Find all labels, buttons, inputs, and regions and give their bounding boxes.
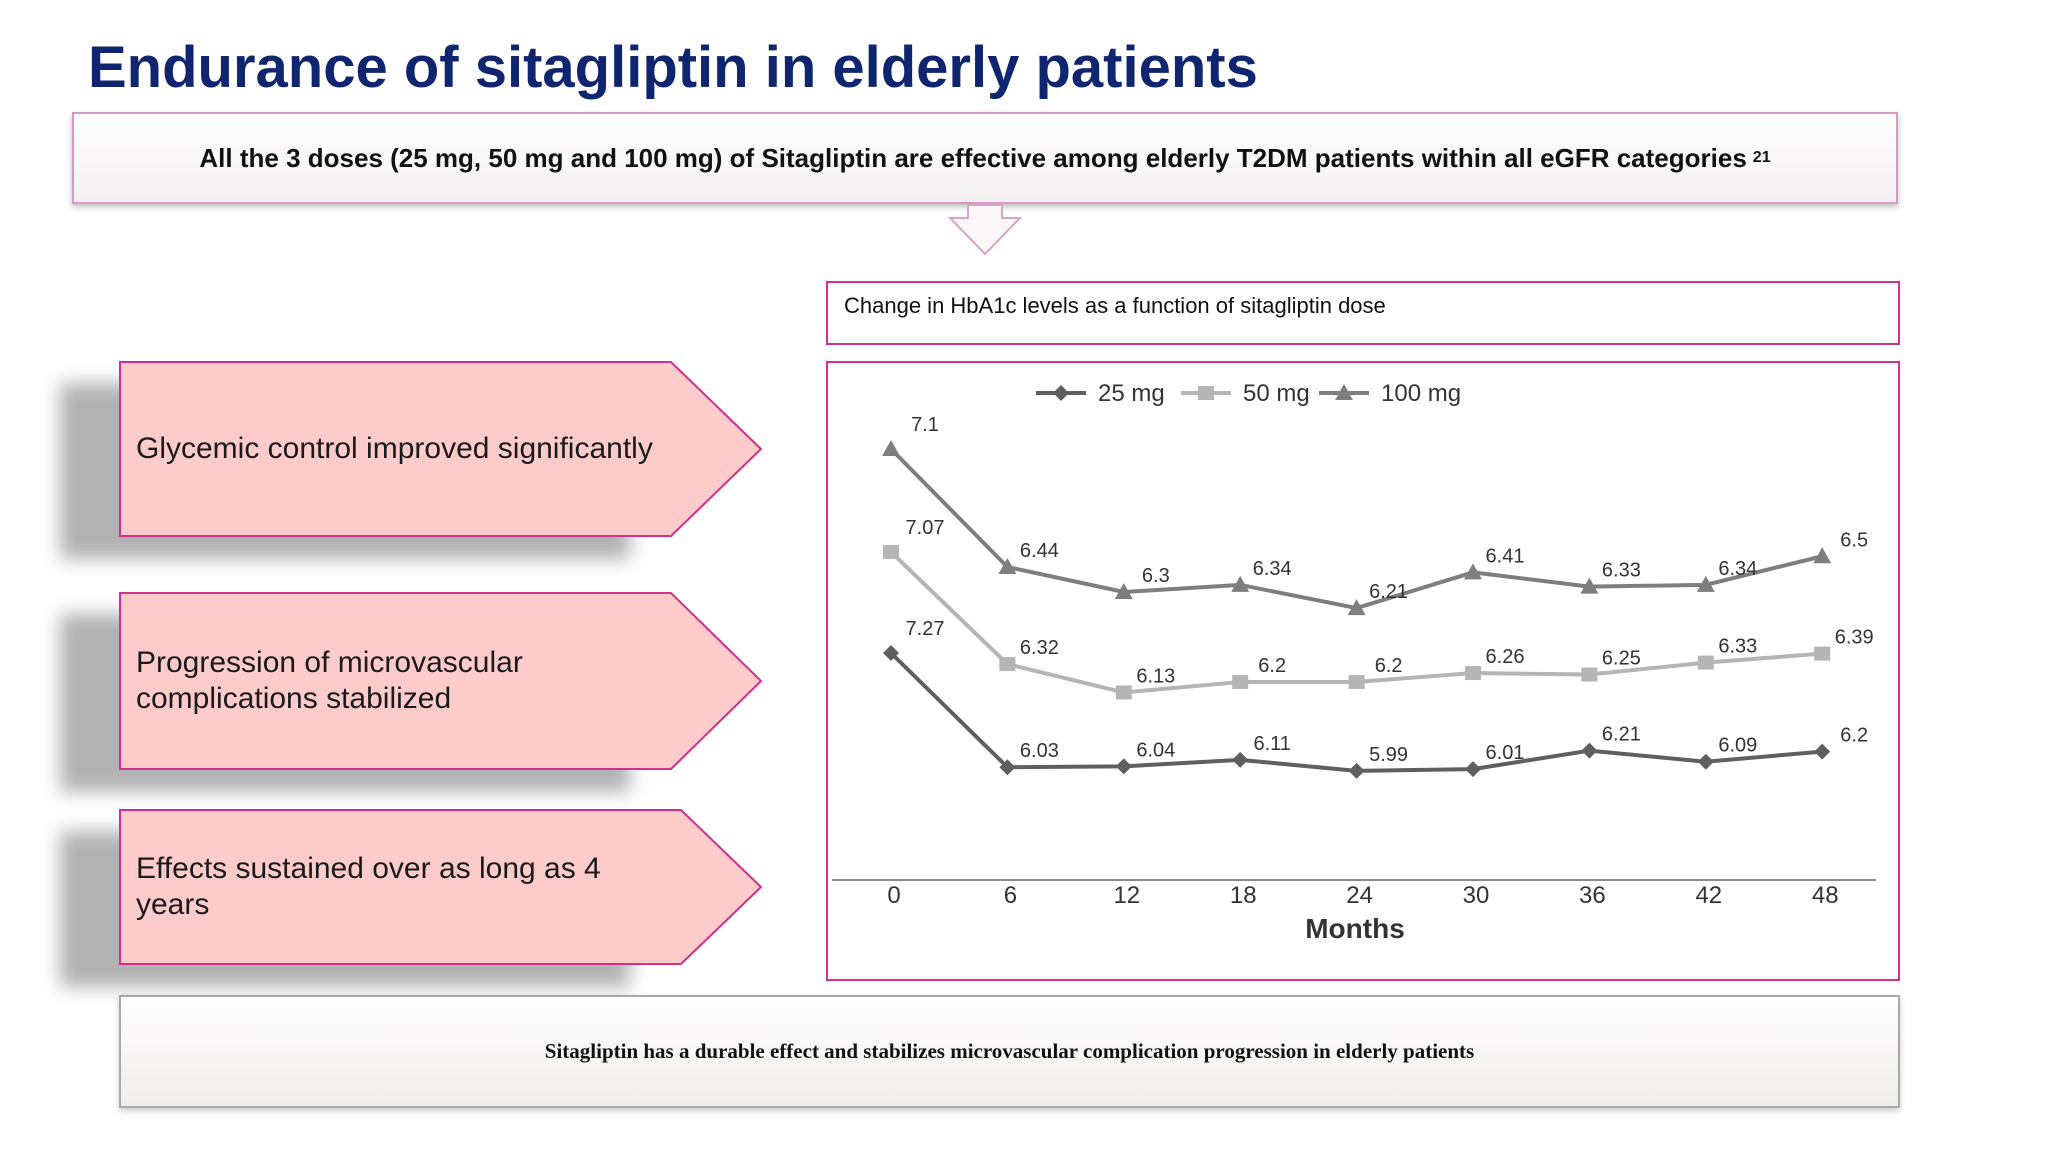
square-marker [883,545,899,559]
data-label: 6.3 [1142,565,1170,587]
diamond-marker [1581,742,1598,759]
key-point-card: Progression of microvascular complicatio… [60,592,778,792]
diamond-marker [1348,762,1365,779]
data-label: 6.03 [1020,740,1059,762]
x-tick-label: 18 [1230,882,1257,909]
data-label: 7.27 [906,618,945,640]
chart-canvas: 0 6 12 18 24 30 36 42 48 Months 7.27 6.03 6.04 6.11 5.… [832,380,1876,944]
data-label: 6.5 [1840,529,1868,551]
triangle-marker [1580,577,1599,594]
data-label: 7.1 [911,414,939,436]
data-label: 6.33 [1718,636,1757,658]
triangle-marker [998,557,1017,574]
diamond-marker [883,645,899,661]
legend-label: 50 mg [1243,380,1310,407]
data-label: 6.09 [1718,735,1757,757]
data-label: 6.13 [1136,665,1175,687]
x-tick-label: 24 [1346,882,1373,909]
triangle-marker [882,440,900,456]
data-label: 6.01 [1486,742,1525,764]
data-label: 6.44 [1020,540,1059,562]
square-marker [1348,675,1365,689]
diamond-marker [999,759,1016,776]
x-tick-label: 36 [1579,882,1606,909]
banner-text: All the 3 doses (25 mg, 50 mg and 100 mg… [199,142,1747,173]
summary-banner: All the 3 doses (25 mg, 50 mg and 100 mg… [72,112,1898,204]
diamond-marker [1053,385,1069,401]
triangle-marker [1464,563,1482,580]
data-label: 7.07 [906,517,945,539]
triangle-marker [1231,575,1250,592]
data-label: 6.04 [1136,739,1175,761]
pentagon-arrow-shape [119,809,763,965]
x-tick-label: 42 [1695,882,1722,909]
legend-label: 100 mg [1381,380,1461,407]
series-line [889,447,1823,611]
square-marker [1465,666,1481,681]
triangle-marker [1696,575,1715,592]
data-label: 6.41 [1486,545,1525,567]
data-label: 5.99 [1369,744,1408,766]
square-marker [1115,685,1132,700]
data-label: 6.2 [1375,655,1403,677]
square-marker [1198,386,1214,400]
square-marker [1814,646,1831,661]
diamond-marker [1814,743,1831,760]
data-label: 6.21 [1602,724,1641,746]
data-label: 6.2 [1840,725,1868,747]
diamond-marker [1115,758,1132,775]
key-point-label: Progression of microvascular complicatio… [136,646,523,715]
key-point-label: Effects sustained over as long as 4 year… [136,852,601,921]
square-marker [1697,655,1714,670]
chart-caption: Change in HbA1c levels as a function of … [826,281,1900,345]
data-label: 6.2 [1258,655,1286,677]
square-marker [1232,675,1249,689]
page-title: Endurance of sitagliptin in elderly pati… [88,35,1258,100]
data-label: 6.34 [1253,558,1292,580]
x-tick-label: 6 [1004,882,1017,909]
data-label: 6.33 [1602,560,1641,582]
diamond-marker [1697,753,1714,770]
square-marker [999,657,1016,672]
data-label: 6.11 [1253,733,1290,755]
triangle-marker [1347,599,1366,616]
square-marker [1581,667,1598,682]
key-point-card: Effects sustained over as long as 4 year… [60,809,778,987]
conclusion-footer: Sitagliptin has a durable effect and sta… [119,995,1900,1108]
pentagon-arrow-shape [119,361,763,537]
key-point-card: Glycemic control improved significantly [60,361,778,559]
triangle-marker [1114,583,1133,599]
banner-reference: 21 [1752,149,1771,166]
diamond-marker [1465,761,1481,778]
x-tick-label: 30 [1463,882,1490,909]
data-label: 6.26 [1486,646,1525,668]
data-label: 6.25 [1602,648,1641,670]
pentagon-arrow-shape [119,592,763,770]
key-point-label: Glycemic control improved significantly [136,432,653,465]
data-label: 6.39 [1835,627,1874,649]
x-axis-title: Months [1305,913,1405,944]
x-tick-label: 12 [1113,882,1140,909]
triangle-marker [1335,384,1353,400]
x-tick-label: 0 [887,882,900,909]
hba1c-line-chart: 0 6 12 18 24 30 36 42 48 Months 7.27 6.03 6.04 6.11 5.… [826,361,1900,981]
diamond-marker [1232,751,1249,768]
legend-label: 25 mg [1098,380,1165,407]
data-label: 6.32 [1020,637,1059,659]
down-arrow-icon [947,204,1023,256]
x-tick-label: 48 [1812,882,1839,909]
data-label: 6.34 [1718,558,1757,580]
triangle-marker [1813,547,1832,564]
data-label: 6.21 [1369,581,1408,603]
